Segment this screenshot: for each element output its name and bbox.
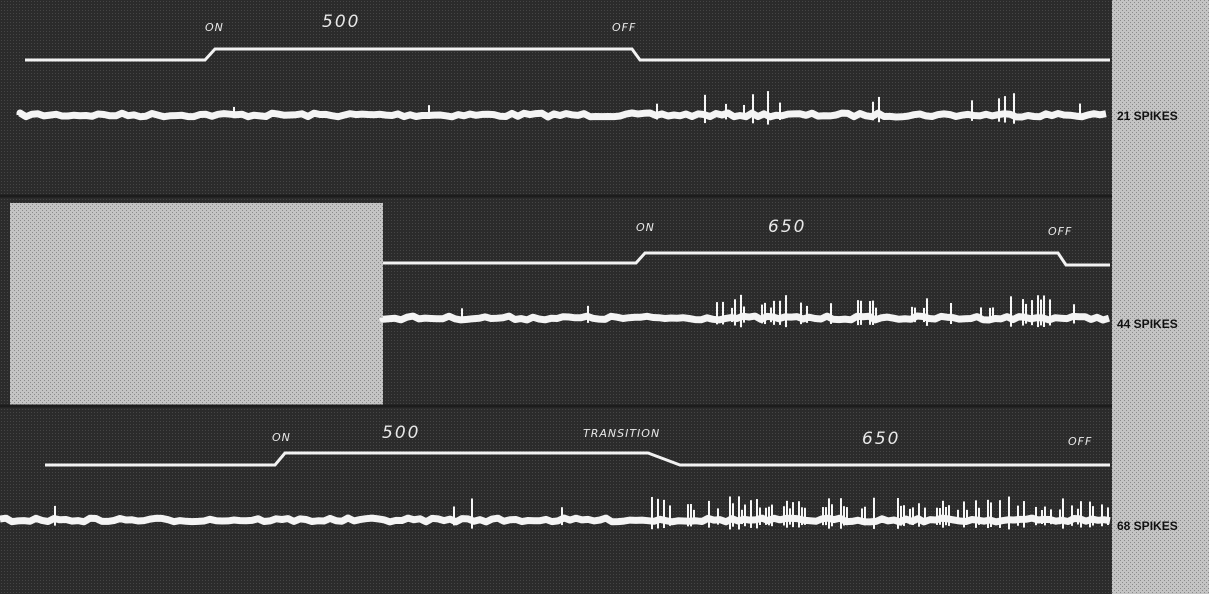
- noise-trace: [16, 109, 1107, 121]
- spike-count: 21 SPIKES: [1117, 109, 1178, 123]
- stimulus-trace: [383, 251, 1110, 267]
- stimulus-trace: [25, 47, 1110, 62]
- noise-trace: [379, 312, 1111, 324]
- spike-count: 68 SPIKES: [1117, 519, 1178, 533]
- stim-label: 650: [862, 429, 900, 449]
- stim-label: 500: [382, 423, 420, 443]
- stim-label: OFF: [1068, 435, 1092, 448]
- stim-label: ON: [272, 431, 291, 444]
- stim-label: OFF: [612, 21, 636, 34]
- stim-label: OFF: [1048, 225, 1072, 238]
- stim-label: TRANSITION: [583, 427, 660, 440]
- stim-label: 500: [322, 12, 360, 32]
- stim-label: ON: [636, 221, 655, 234]
- stim-label: ON: [205, 21, 224, 34]
- spike-traces: [0, 91, 1111, 530]
- stim-label: 650: [768, 217, 806, 237]
- spike-count: 44 SPIKES: [1117, 317, 1178, 331]
- blank-patch: [10, 203, 383, 405]
- stimulus-trace: [45, 451, 1110, 467]
